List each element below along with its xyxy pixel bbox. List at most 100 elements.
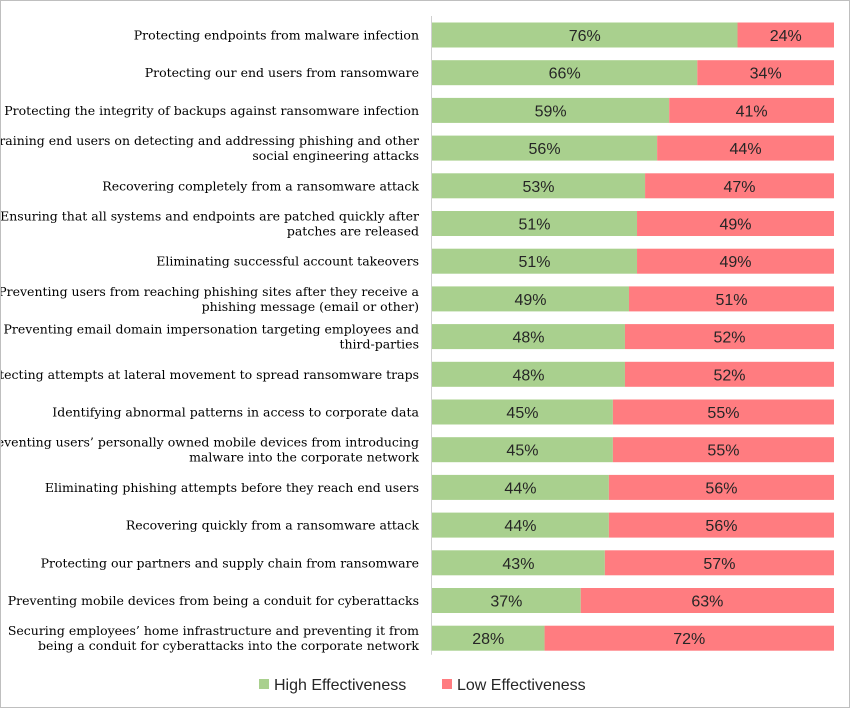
data-label-low-2: 34%	[750, 66, 782, 83]
bar-high-effectiveness-15	[432, 550, 605, 576]
data-label-low-11: 55%	[707, 405, 739, 422]
data-label-low-14: 56%	[705, 518, 737, 535]
data-label-high-15: 43%	[502, 556, 534, 573]
bar-low-effectiveness-5	[645, 173, 834, 199]
data-label-high-10: 48%	[512, 367, 544, 384]
bar-low-effectiveness-12	[612, 437, 834, 463]
bar-high-effectiveness-14	[432, 512, 609, 538]
data-label-low-13: 56%	[705, 480, 737, 497]
category-label-7: Eliminating successful account takeovers	[156, 254, 419, 269]
legend-swatch-high-effectiveness	[259, 679, 269, 689]
bar-high-effectiveness-3	[432, 97, 670, 123]
category-label-2: Protecting our end users from ransomware	[145, 65, 419, 80]
bar-low-effectiveness-9	[624, 324, 834, 350]
bar-high-effectiveness-16	[432, 588, 581, 613]
data-label-high-14: 44%	[504, 518, 536, 535]
legend-label-low-effectiveness: Low Effectiveness	[457, 677, 586, 694]
bar-high-effectiveness-4	[432, 135, 658, 161]
bar-low-effectiveness-13	[608, 474, 834, 500]
bar-low-effectiveness-14	[608, 512, 834, 538]
bar-high-effectiveness-7	[432, 248, 638, 274]
data-label-low-1: 24%	[770, 28, 802, 45]
category-label-12-line-1: Preventing users’ personally owned mobil…	[1, 435, 419, 450]
data-label-low-7: 49%	[719, 254, 751, 271]
bar-high-effectiveness-17	[432, 625, 545, 651]
bar-low-effectiveness-2	[697, 60, 834, 86]
bar-low-effectiveness-16	[580, 588, 834, 613]
bar-low-effectiveness-4	[657, 135, 834, 161]
bar-high-effectiveness-6	[432, 211, 638, 236]
data-label-low-10: 52%	[713, 367, 745, 384]
data-label-high-16: 37%	[490, 594, 522, 611]
category-label-13: Eliminating phishing attempts before the…	[45, 480, 419, 495]
data-label-high-7: 51%	[518, 254, 550, 271]
data-label-high-8: 49%	[514, 292, 546, 309]
bar-high-effectiveness-5	[432, 173, 646, 199]
data-label-low-16: 63%	[691, 594, 723, 611]
data-label-low-8: 51%	[715, 292, 747, 309]
category-label-8-line-1: Preventing users from reaching phishing …	[1, 284, 420, 299]
bar-low-effectiveness-1	[737, 22, 834, 48]
data-label-low-9: 52%	[713, 330, 745, 347]
bar-high-effectiveness-13	[432, 474, 609, 500]
category-label-3: Protecting the integrity of backups agai…	[4, 103, 419, 118]
bar-high-effectiveness-2	[432, 60, 698, 86]
category-label-15: Protecting our partners and supply chain…	[41, 555, 419, 570]
bar-low-effectiveness-17	[544, 625, 834, 651]
data-label-high-17: 28%	[472, 631, 504, 648]
bar-low-effectiveness-10	[624, 361, 834, 387]
legend-swatch-low-effectiveness	[442, 679, 452, 689]
data-label-high-6: 51%	[518, 217, 550, 234]
category-label-4-line-2: social engineering attacks	[252, 148, 419, 163]
category-label-6-line-1: Ensuring that all systems and endpoints …	[1, 209, 419, 224]
data-label-high-9: 48%	[512, 330, 544, 347]
category-label-10: Detecting attempts at lateral movement t…	[1, 367, 419, 382]
legend: High Effectiveness Low Effectiveness	[259, 677, 586, 694]
data-label-low-12: 55%	[707, 443, 739, 460]
data-label-high-5: 53%	[523, 179, 555, 196]
bar-low-effectiveness-11	[612, 399, 834, 425]
data-label-high-12: 45%	[506, 443, 538, 460]
bar-low-effectiveness-6	[637, 211, 834, 236]
data-label-high-1: 76%	[569, 28, 601, 45]
data-label-low-3: 41%	[736, 103, 768, 120]
data-label-high-3: 59%	[535, 103, 567, 120]
bar-low-effectiveness-7	[637, 248, 834, 274]
bar-low-effectiveness-3	[669, 97, 834, 123]
data-label-high-2: 66%	[549, 66, 581, 83]
data-label-low-17: 72%	[673, 631, 705, 648]
category-label-12-line-2: malware into the corporate network	[189, 450, 419, 465]
bar-high-effectiveness-10	[432, 361, 625, 387]
data-label-high-4: 56%	[529, 141, 561, 158]
legend-label-high-effectiveness: High Effectiveness	[274, 677, 406, 694]
data-label-low-4: 44%	[730, 141, 762, 158]
category-label-1: Protecting endpoints from malware infect…	[134, 28, 419, 43]
category-labels-group: Protecting endpoints from malware infect…	[1, 28, 420, 654]
bar-high-effectiveness-1	[432, 22, 738, 48]
category-label-16: Preventing mobile devices from being a c…	[8, 593, 419, 608]
data-label-low-5: 47%	[724, 179, 756, 196]
bars-group: 76% 24% 66% 34% 59% 41% 56% 44% 53% 47% 51% 49% 51% 4…	[432, 22, 834, 651]
category-label-4-line-1: Training end users on detecting and addr…	[1, 133, 419, 148]
category-label-6-line-2: patches are released	[287, 224, 419, 239]
data-label-high-11: 45%	[506, 405, 538, 422]
category-label-17-line-1: Securing employees’ home infrastructure …	[8, 623, 419, 638]
bar-high-effectiveness-11	[432, 399, 613, 425]
category-label-14: Recovering quickly from a ransomware att…	[126, 518, 420, 533]
data-label-low-6: 49%	[719, 217, 751, 234]
bar-low-effectiveness-8	[628, 286, 834, 312]
bar-high-effectiveness-9	[432, 324, 625, 350]
category-label-5: Recovering completely from a ransomware …	[102, 178, 419, 193]
category-label-9-line-2: third-parties	[339, 337, 419, 352]
category-label-8-line-2: phishing message (email or other)	[202, 299, 419, 314]
bar-high-effectiveness-12	[432, 437, 613, 463]
bar-low-effectiveness-15	[604, 550, 834, 576]
category-label-17-line-2: being a conduit for cyberattacks into th…	[38, 638, 419, 653]
category-label-9-line-1: Preventing email domain impersonation ta…	[3, 322, 419, 337]
data-label-low-15: 57%	[703, 556, 735, 573]
bar-high-effectiveness-8	[432, 286, 629, 312]
category-label-11: Identifying abnormal patterns in access …	[52, 405, 419, 420]
data-label-high-13: 44%	[504, 480, 536, 497]
